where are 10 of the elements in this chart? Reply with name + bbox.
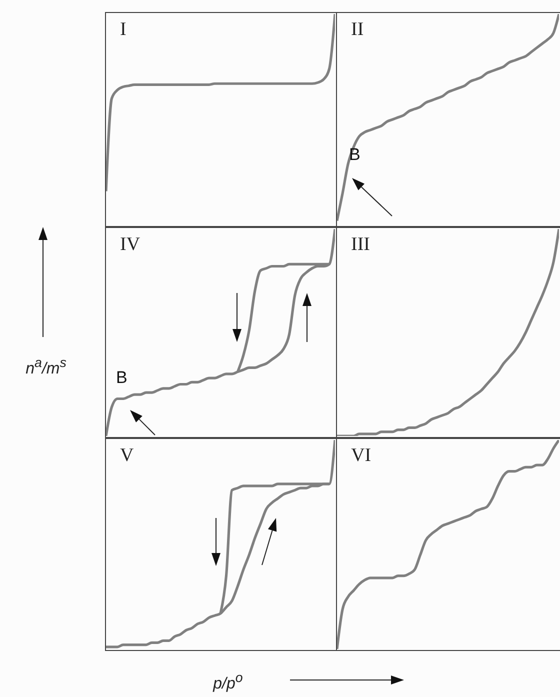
annotation: B: [116, 368, 128, 388]
x-axis-title: p/p$^{o}$: [212, 670, 244, 694]
chart-title: III: [351, 234, 370, 256]
annotation: B: [349, 145, 360, 165]
y-axis-title: n$^{a}$/m$^{s}$: [24, 355, 68, 378]
chart-title: V: [120, 445, 134, 467]
chart-title: IV: [120, 234, 140, 256]
chart-title: II: [351, 19, 364, 41]
chart-title: VI: [351, 445, 372, 467]
chart-title: I: [120, 19, 126, 41]
